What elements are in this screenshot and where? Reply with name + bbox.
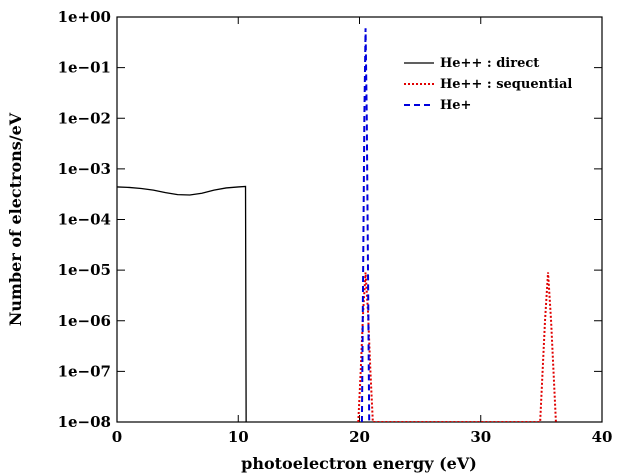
y-tick-label: 1e−07 [58,362,111,380]
legend-label: He++ : direct [440,56,539,71]
y-axis-label: Number of electrons/eV [6,112,25,326]
series-line-0 [117,185,247,422]
y-tick-label: 1e−01 [58,59,111,77]
y-tick-label: 1e−02 [58,109,111,127]
x-axis-label: photoelectron energy (eV) [241,454,477,473]
y-tick-label: 1e−05 [58,261,111,279]
y-tick-label: 1e+00 [58,8,111,26]
series-layer [117,28,557,422]
legend: He++ : direct He++ : sequential He+ [404,56,572,113]
y-tick-label: 1e−06 [58,312,111,330]
x-tick-label: 40 [592,428,613,446]
legend-label: He++ : sequential [440,77,572,92]
y-tick-label: 1e−04 [58,211,111,229]
y-tick-label: 1e−08 [58,413,111,431]
legend-label: He+ [440,98,471,113]
x-tick-label: 20 [349,428,370,446]
y-tick-label: 1e−03 [58,160,111,178]
y-axis-ticks: 1e+00 1e−01 1e−02 1e−03 1e−04 1e−05 1e−06 1e−07… [58,8,602,431]
series-line-1 [357,272,557,422]
x-axis-ticks: 0 10 20 30 40 [112,17,613,446]
x-tick-label: 10 [228,428,249,446]
x-tick-label: 0 [112,428,122,446]
series-line-2 [360,28,371,422]
x-tick-label: 30 [470,428,491,446]
